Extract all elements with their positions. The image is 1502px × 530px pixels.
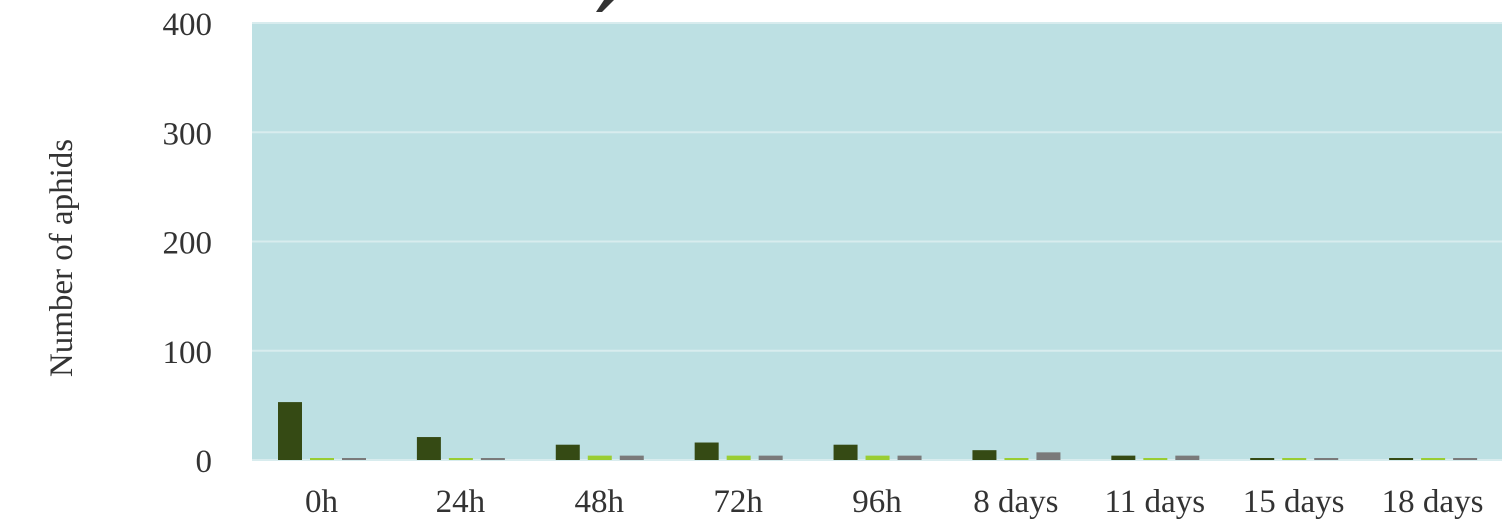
x-axis-ticks: 0h 24h 48h 72h 96h 8 days 11 days 15 days 18 day… xyxy=(305,484,1483,520)
x-tick-label: 11 days xyxy=(1105,484,1206,520)
x-tick-label: 48h xyxy=(574,484,624,520)
bar-11-days-series-3 xyxy=(1175,455,1200,460)
bar-96h-series-1 xyxy=(833,444,858,460)
bar-48h-series-1 xyxy=(555,444,580,460)
bar-0h-series-3 xyxy=(342,458,366,460)
bar-15-days-series-3 xyxy=(1314,458,1339,460)
x-tick-label: 15 days xyxy=(1243,484,1345,520)
bar-48h-series-2 xyxy=(587,455,612,460)
bar-72h-series-1 xyxy=(694,442,719,460)
bar-8-days-series-3 xyxy=(1036,452,1061,460)
bar-0h-series-2 xyxy=(310,458,334,460)
bar-11-days-series-1 xyxy=(1111,455,1136,460)
bar-8-days-series-1 xyxy=(972,450,997,460)
x-tick-label: 24h xyxy=(436,484,486,520)
y-axis-label: Number of aphids xyxy=(44,139,80,377)
bar-15-days-series-1 xyxy=(1250,458,1275,460)
bar-11-days-series-2 xyxy=(1143,458,1168,460)
y-tick-label: 200 xyxy=(163,226,213,262)
bar-18-days-series-1 xyxy=(1389,458,1414,460)
bar-24h-series-1 xyxy=(416,437,441,460)
bar-72h-series-3 xyxy=(758,455,783,460)
cropped-title-fragment xyxy=(596,0,614,12)
bar-72h-series-2 xyxy=(726,455,751,460)
x-tick-label: 8 days xyxy=(973,484,1058,520)
y-axis-ticks: 0 100 200 300 400 xyxy=(163,7,213,480)
y-tick-label: 100 xyxy=(163,335,213,371)
y-tick-label: 0 xyxy=(196,444,213,480)
x-tick-label: 96h xyxy=(852,484,902,520)
x-tick-label: 72h xyxy=(713,484,763,520)
y-tick-label: 300 xyxy=(163,116,213,152)
bar-48h-series-3 xyxy=(619,455,644,460)
bar-96h-series-3 xyxy=(897,455,922,460)
bar-18-days-series-2 xyxy=(1421,458,1446,460)
bar-8-days-series-2 xyxy=(1004,458,1029,460)
bar-24h-series-2 xyxy=(448,458,473,460)
bar-15-days-series-2 xyxy=(1282,458,1307,460)
bars xyxy=(278,402,1478,460)
bar-96h-series-2 xyxy=(865,455,890,460)
bar-24h-series-3 xyxy=(480,458,505,460)
x-tick-label: 0h xyxy=(305,484,339,520)
y-tick-label: 400 xyxy=(163,7,213,43)
bar-0h-series-1 xyxy=(278,402,302,460)
x-tick-label: 18 days xyxy=(1382,484,1484,520)
bar-18-days-series-3 xyxy=(1453,458,1478,460)
